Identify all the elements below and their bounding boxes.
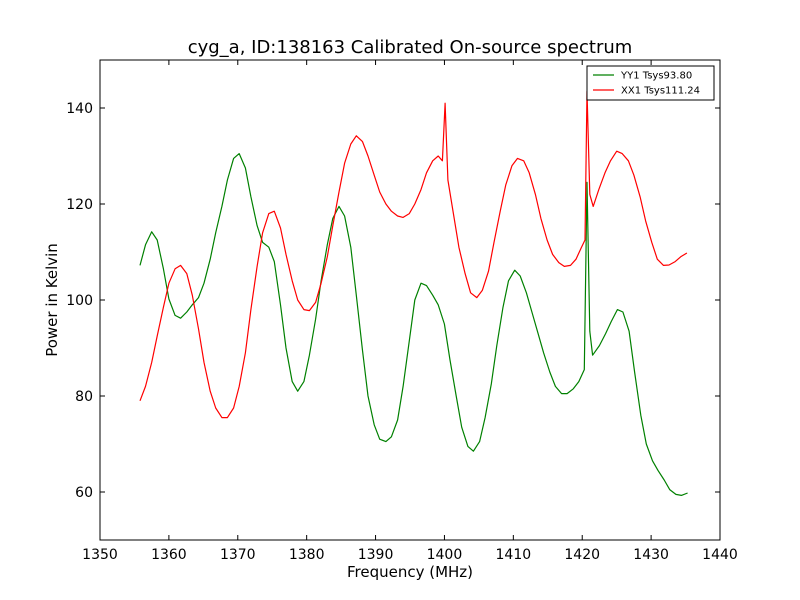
legend-box	[586, 65, 715, 101]
x-tick-label: 1360	[151, 547, 187, 563]
y-axis-label: Power in Kelvin	[43, 243, 61, 357]
y-tick-label: 60	[75, 485, 93, 501]
series-layer	[139, 90, 688, 496]
x-tick-label: 1440	[702, 547, 738, 563]
y-tick-label: 140	[66, 101, 93, 117]
series-line-xx1	[139, 90, 688, 419]
x-tick-label: 1370	[220, 547, 256, 563]
legend-label-yy1: YY1 Tsys93.80	[620, 71, 692, 82]
x-tick-label: 1410	[496, 547, 532, 563]
legend-label-xx1: XX1 Tsys111.24	[621, 86, 700, 97]
y-tick-label: 80	[75, 389, 93, 405]
x-tick-label: 1390	[358, 547, 394, 563]
legend: YY1 Tsys93.80 XX1 Tsys111.24	[586, 65, 715, 101]
y-tick-label: 100	[66, 293, 93, 309]
x-tick-label: 1350	[82, 547, 118, 563]
x-tick-label: 1420	[564, 547, 600, 563]
y-tick-label: 120	[66, 197, 93, 213]
chart-title: cyg_a, ID:138163 Calibrated On-source sp…	[188, 37, 633, 58]
y-axis: 60 80 100 120 140	[66, 101, 720, 501]
x-axis-label: Frequency (MHz)	[347, 563, 473, 581]
x-tick-label: 1430	[633, 547, 669, 563]
series-line-yy1	[139, 153, 688, 496]
x-tick-label: 1400	[427, 547, 463, 563]
x-tick-label: 1380	[289, 547, 325, 563]
x-axis: 1350 1360 1370 1380 1390 1400 1410 1420 1430 1440	[82, 60, 738, 563]
